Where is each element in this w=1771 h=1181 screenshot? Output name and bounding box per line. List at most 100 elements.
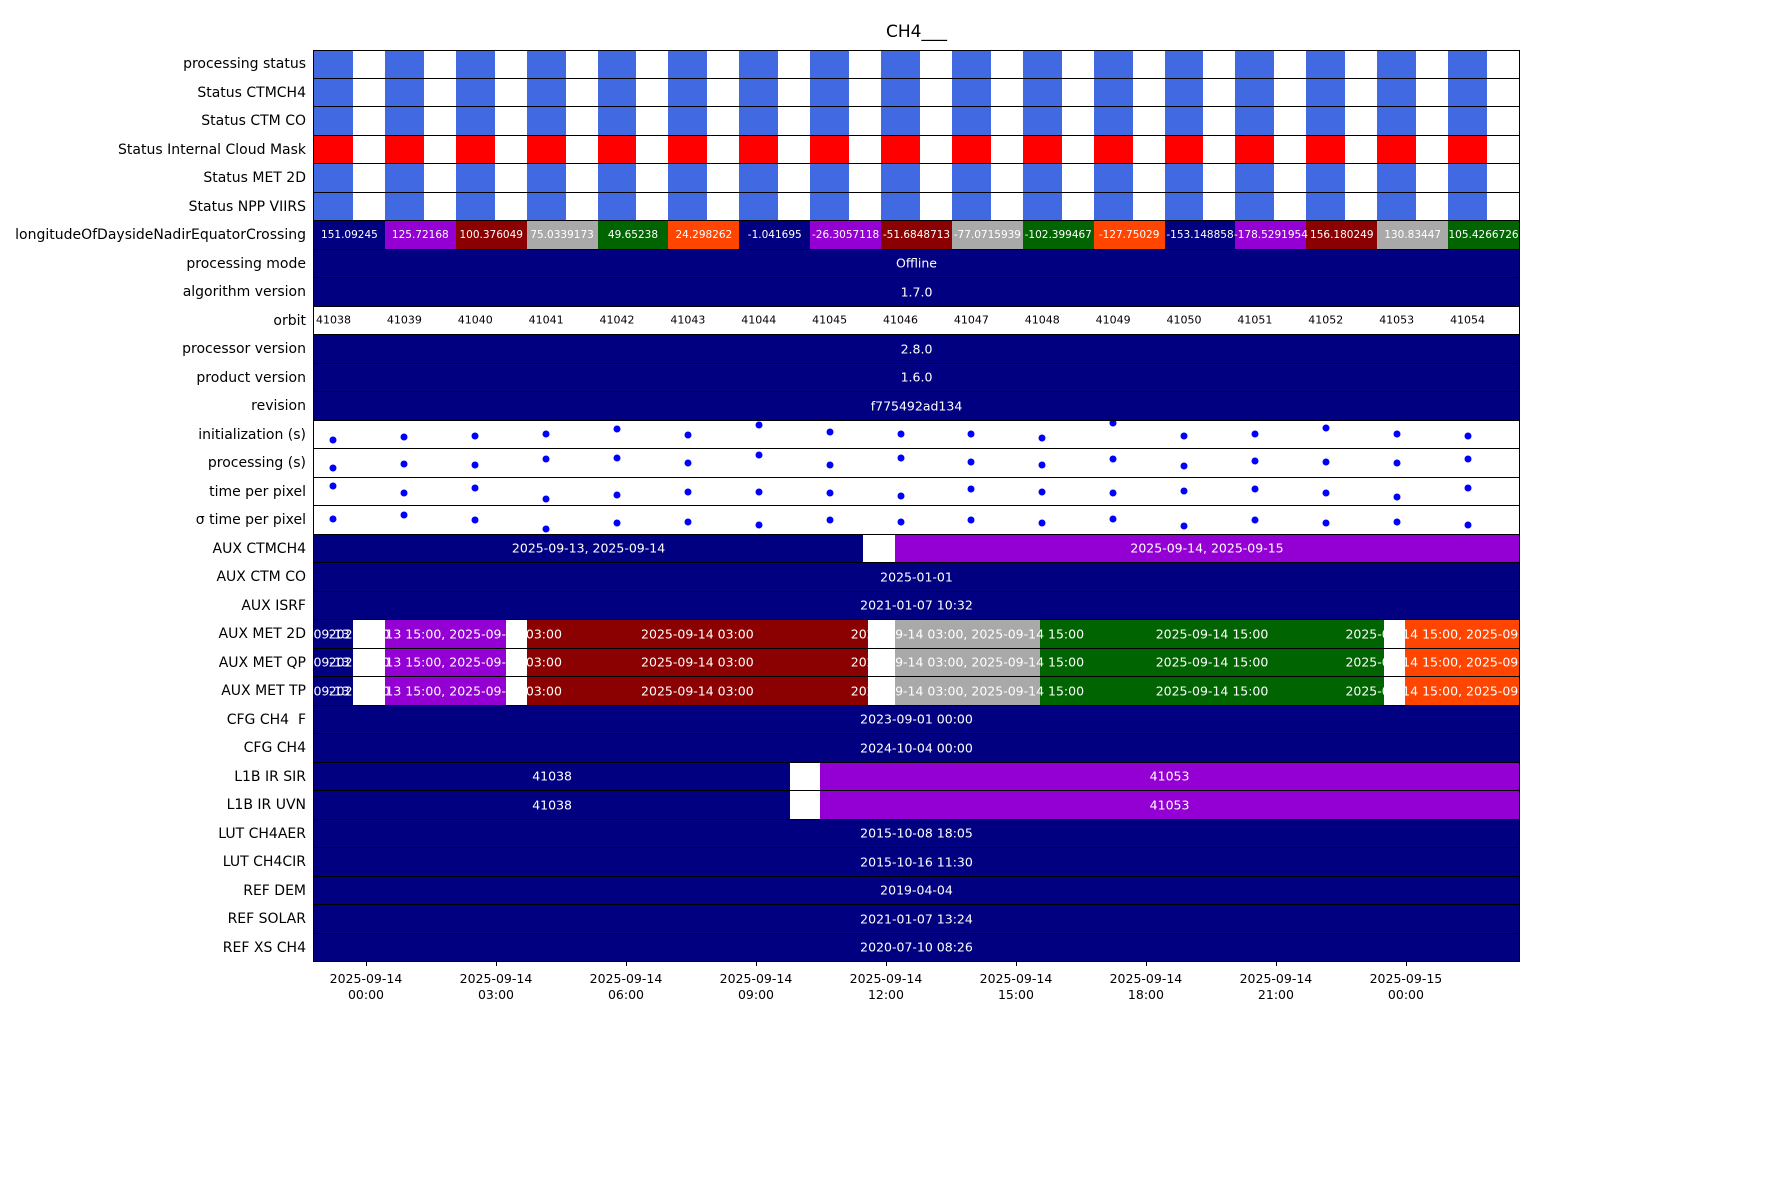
granule-bar [1235, 107, 1275, 135]
segment-bar [895, 648, 1040, 676]
tick-mark [755, 962, 757, 966]
tick-label: 2025-09-14 15:00 [979, 971, 1053, 1003]
row-label-text: AUX MET QP [218, 654, 306, 671]
granule-bar [668, 164, 708, 192]
plot-row: Status CTMCH4 [0, 78, 1771, 107]
scatter-dot [684, 488, 692, 496]
scatter-dot [1251, 516, 1259, 524]
row-label: CFG CH4 F [0, 706, 313, 735]
full-bar [314, 905, 1519, 933]
full-bar [314, 876, 1519, 904]
granule-bar [314, 107, 353, 135]
longitude-bar [314, 221, 385, 249]
plot-row: Status NPP VIIRS [0, 192, 1771, 222]
row-label-text: processor version [182, 341, 306, 357]
orbit-number: 41049 [1095, 313, 1131, 327]
row-label: AUX MET QP [0, 649, 313, 678]
orbit-number: 41044 [741, 313, 777, 327]
segment-bar [1405, 677, 1519, 705]
scatter-dot [613, 425, 621, 433]
row-label: Status NPP VIIRS [0, 193, 313, 222]
row-label: Status Internal Cloud Mask [0, 136, 313, 165]
granule-bar [1306, 164, 1346, 192]
row-plot-area: 151.09245 125.72168 100.376049 75.0339173 49… [313, 221, 1520, 250]
longitude-bar [384, 221, 456, 249]
row-label-text: product version [196, 369, 306, 386]
orbit-number: 41041 [528, 313, 564, 327]
row-label: LUT CH4CIR [0, 848, 313, 877]
orbit-number: 41054 [1450, 313, 1486, 327]
granule-bar [597, 192, 637, 220]
granule-bar [1093, 135, 1133, 163]
granule-bar [1164, 51, 1204, 78]
granule-bar [1022, 192, 1062, 220]
scatter-dot [755, 451, 763, 459]
scatter-dot [755, 488, 763, 496]
scatter-dot [542, 430, 550, 438]
scatter-dot [897, 518, 905, 526]
granule-bar [881, 78, 920, 106]
segment-bar [314, 762, 791, 790]
granule-bar [881, 107, 920, 135]
longitude-bar [1164, 221, 1236, 249]
full-bar [314, 335, 1519, 363]
longitude-bar [526, 221, 598, 249]
granule-bar [314, 51, 353, 78]
tick-label: 2025-09-14 03:00 [459, 971, 533, 1003]
scatter-dot [471, 432, 479, 440]
scatter-dot [755, 521, 763, 529]
plot-row: processor version 2.8.0 [0, 335, 1771, 364]
scatter-dot [1322, 424, 1330, 432]
longitude-bar [739, 221, 811, 249]
plot-row: REF SOLAR 2021-01-07 13:24 [0, 905, 1771, 934]
scatter-dot [1464, 484, 1472, 492]
granule-bar [597, 164, 637, 192]
row-label-text: time per pixel [209, 483, 306, 500]
granule-bar [1093, 192, 1133, 220]
row-label-text: CFG CH4 [243, 740, 306, 756]
granule-bar [668, 107, 708, 135]
segment-bar [1405, 648, 1519, 676]
granule-bar [1306, 135, 1346, 163]
full-bar [314, 392, 1519, 420]
scatter-dot [684, 459, 692, 467]
tick-mark [1145, 962, 1147, 966]
granule-bar [597, 78, 637, 106]
row-label-text: AUX MET TP [221, 683, 306, 699]
segment-bar [314, 791, 791, 819]
row-label: longitudeOfDaysideNadirEquatorCrossing [0, 221, 313, 250]
granule-bar [739, 192, 779, 220]
plot-row: revision f775492ad134 [0, 392, 1771, 421]
row-label-text: Status CTM CO [201, 113, 306, 129]
longitude-bar [1093, 221, 1165, 249]
full-bar [314, 933, 1519, 961]
granule-bar [1093, 107, 1133, 135]
scatter-dot [1393, 493, 1401, 501]
plot-row: product version 1.6.0 [0, 363, 1771, 392]
scatter-dot [967, 430, 975, 438]
plot-row: processing (s) [0, 449, 1771, 478]
scatter-dot [1251, 430, 1259, 438]
longitude-bar [1022, 221, 1094, 249]
granule-bar [739, 51, 779, 78]
row-label-text: Status NPP VIIRS [188, 198, 306, 215]
scatter-dot [826, 516, 834, 524]
orbit-number: 41053 [1379, 313, 1415, 327]
full-bar [314, 705, 1519, 733]
plot-row: processing status [0, 50, 1771, 79]
granule-bar [810, 51, 850, 78]
row-plot-area: 41038 41053 [313, 762, 1520, 791]
full-bar [314, 819, 1519, 847]
granule-bar [1164, 78, 1204, 106]
row-label-text: L1B IR UVN [226, 797, 306, 813]
scatter-dot [1464, 455, 1472, 463]
scatter-dot [329, 436, 337, 444]
row-plot-area: 41038 41039 41040 41041 41042 41043 41044 41045… [313, 306, 1520, 335]
plot-row: algorithm version 1.7.0 [0, 278, 1771, 307]
row-label-text: AUX MET 2D [218, 626, 306, 642]
scatter-dot [1393, 518, 1401, 526]
plot-row: orbit 41038 41039 41040 41041 41042 41043 41044… [0, 306, 1771, 335]
scatter-dot [471, 516, 479, 524]
row-plot-area: Offline [313, 249, 1520, 278]
plot-row: CFG CH4 2024-10-04 00:00 [0, 734, 1771, 763]
